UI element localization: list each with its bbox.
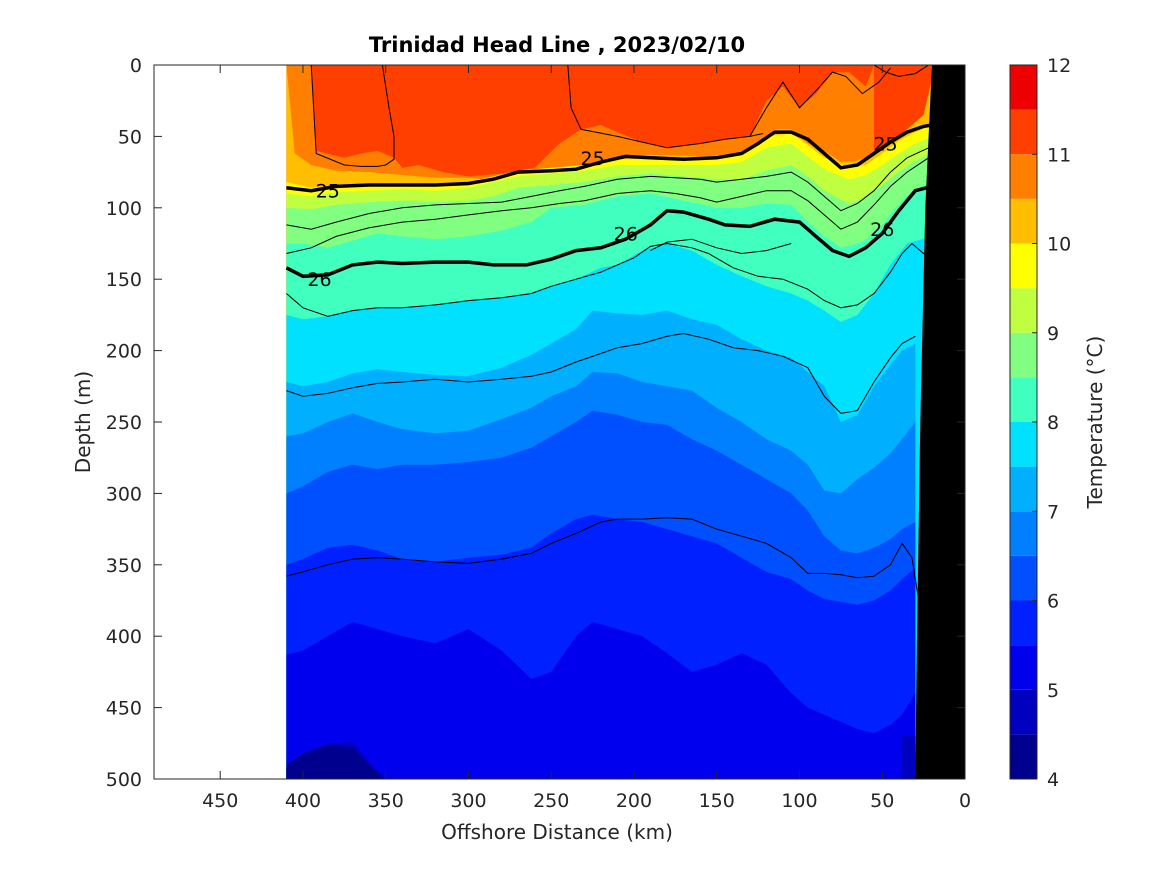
x-tick-label: 0 — [959, 790, 971, 812]
y-tick-label: 300 — [106, 483, 142, 505]
contour-line-26 — [285, 184, 933, 279]
x-tick-label: 250 — [533, 790, 569, 812]
colorbar-swatch-7 — [1010, 466, 1037, 512]
contour-line-8 — [873, 65, 929, 77]
x-tick-label: 200 — [616, 790, 652, 812]
contour-label-26-0: 26 — [307, 269, 331, 291]
temperature-fill-layer — [286, 65, 932, 779]
x-tick-label: 450 — [202, 790, 238, 812]
colorbar-label: Temperature (°C) — [1083, 336, 1107, 510]
colorbar-swatch-4.5 — [1010, 689, 1037, 735]
colorbar-tick-label: 11 — [1047, 144, 1071, 166]
chart-title: Trinidad Head Line , 2023/02/10 — [369, 33, 745, 57]
contour-line-4 — [286, 517, 920, 601]
colorbar-swatch-6 — [1010, 555, 1037, 601]
colorbar: 4 5 6 7 8 9 10 11 12 — [1009, 55, 1071, 791]
colorbar-tick-label: 6 — [1047, 591, 1059, 613]
x-tick-label: 400 — [285, 790, 321, 812]
y-tick-label: 100 — [106, 198, 142, 220]
contour-line-11 — [650, 238, 792, 255]
contour-line-25 — [286, 123, 933, 193]
contour-label-26-1: 26 — [614, 224, 638, 246]
colorbar-tick-label: 9 — [1047, 323, 1059, 345]
colorbar-tick-label: 5 — [1047, 680, 1059, 702]
bathymetry-layer — [915, 65, 965, 779]
y-axis-ticks: 0 50 100 150 200 250 300 350 400 450 500 — [106, 55, 965, 791]
x-tick-label: 50 — [870, 790, 894, 812]
y-tick-label: 400 — [106, 626, 142, 648]
contour-line-10 — [286, 147, 929, 230]
x-axis-label: Offshore Distance (km) — [441, 820, 673, 844]
seafloor-bathymetry — [915, 65, 965, 779]
colorbar-swatch-5 — [1010, 645, 1037, 690]
x-axis-ticks: 450 400 350 300 250 200 150 100 50 0 — [202, 65, 971, 812]
contour-label-25-0: 25 — [316, 181, 340, 203]
y-tick-label: 250 — [106, 412, 142, 434]
contour-line-layer — [285, 65, 933, 601]
contour-label-26-2: 26 — [870, 219, 894, 241]
colorbar-swatch-8.5 — [1010, 332, 1037, 378]
colorbar-swatch-8 — [1010, 377, 1037, 422]
y-tick-label: 450 — [106, 698, 142, 720]
x-tick-label: 150 — [699, 790, 735, 812]
colorbar-swatch-11 — [1010, 109, 1037, 155]
contour-label-25-2: 25 — [873, 134, 897, 156]
y-tick-label: 0 — [130, 55, 142, 77]
y-axis-label: Depth (m) — [71, 371, 95, 473]
colorbar-tick-label: 10 — [1047, 234, 1071, 256]
colorbar-swatch-6.5 — [1010, 511, 1037, 556]
x-tick-label: 350 — [368, 790, 404, 812]
colorbar-swatch-9.5 — [1010, 243, 1037, 289]
colorbar-tick-label: 8 — [1047, 412, 1059, 434]
contour-line-3 — [286, 332, 916, 414]
colorbar-swatch-4 — [1010, 734, 1037, 779]
x-tick-label: 100 — [781, 790, 817, 812]
colorbar-swatch-5.5 — [1010, 600, 1037, 646]
temp-band-11-core — [286, 65, 874, 177]
colorbar-swatch-7.5 — [1010, 422, 1037, 467]
temp-band-4.5 — [286, 744, 386, 779]
x-tick-label: 300 — [450, 790, 486, 812]
y-tick-label: 500 — [106, 769, 142, 791]
contour-label-layer: 25 25 25 26 26 26 — [307, 134, 897, 292]
y-tick-label: 200 — [106, 341, 142, 363]
temp-band-5.5 — [286, 65, 916, 779]
contour-label-25-1: 25 — [581, 148, 605, 170]
colorbar-swatch-10.5 — [1010, 154, 1037, 199]
colorbar-swatch-10 — [1010, 198, 1037, 244]
y-tick-label: 150 — [106, 269, 142, 291]
contour-line-7 — [749, 67, 891, 137]
contour-line-6 — [567, 65, 764, 149]
contour-line-2 — [286, 242, 929, 317]
colorbar-tick-label: 4 — [1047, 769, 1059, 791]
temp-band-6 — [286, 65, 916, 779]
contour-line-9 — [286, 157, 929, 254]
colorbar-swatch-11.5 — [1010, 65, 1037, 110]
y-tick-label: 350 — [106, 555, 142, 577]
colorbar-swatch-9 — [1010, 288, 1037, 333]
contour-line-5 — [286, 65, 395, 167]
colorbar-tick-label: 12 — [1047, 55, 1071, 77]
y-tick-label: 50 — [118, 126, 142, 148]
colorbar-tick-label: 7 — [1047, 501, 1059, 523]
